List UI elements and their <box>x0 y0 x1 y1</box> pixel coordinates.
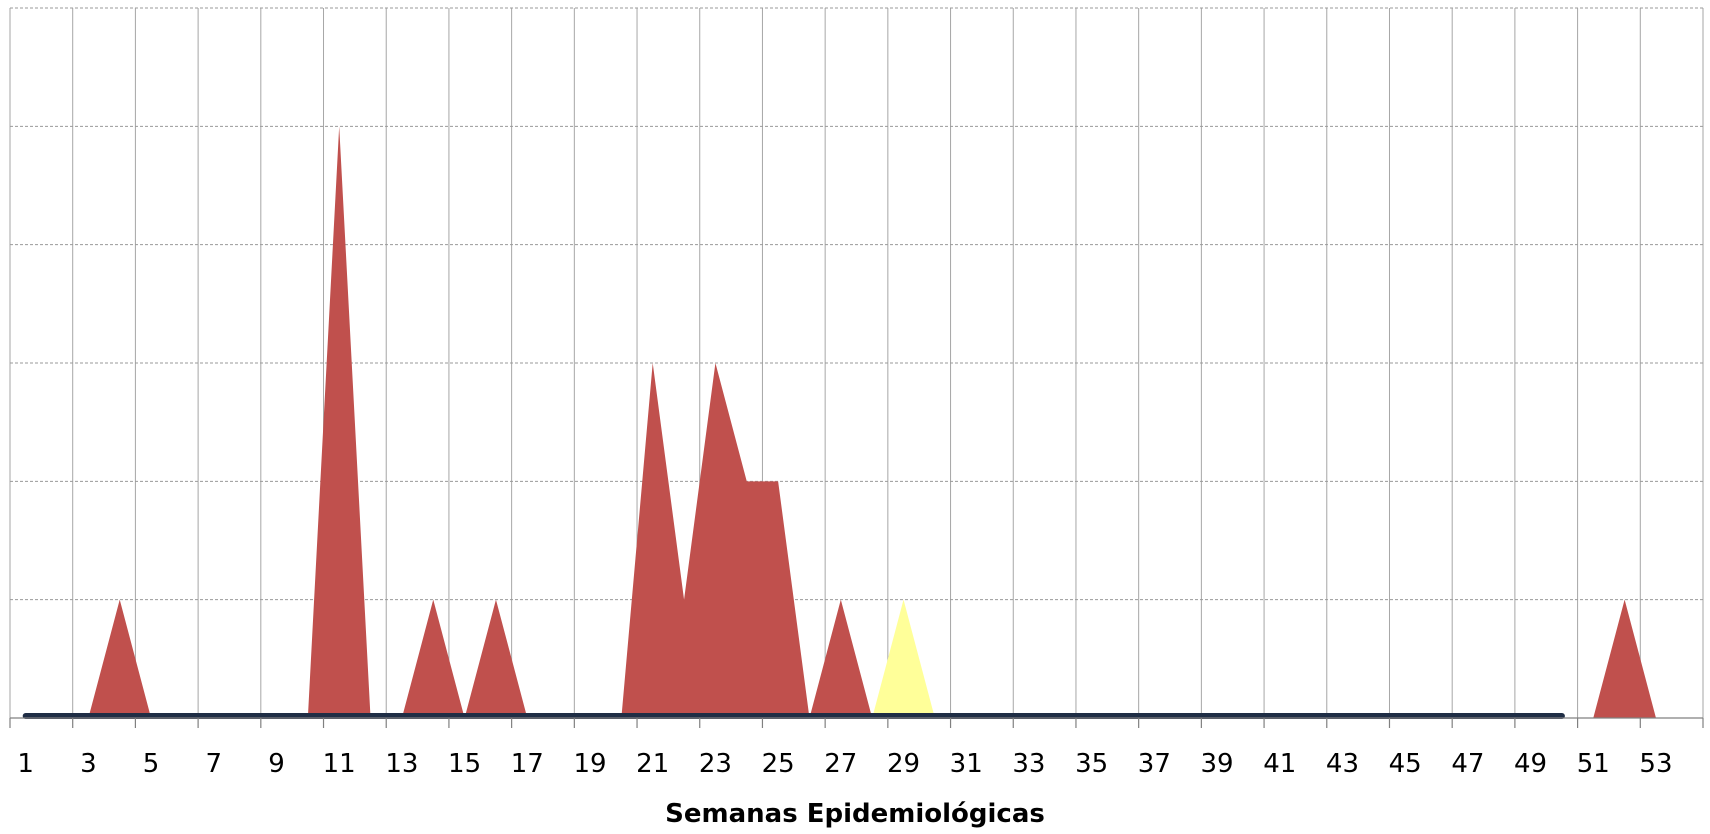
x-axis-title: Semanas Epidemiológicas <box>665 799 1045 829</box>
series-area-0 <box>25 126 1688 718</box>
x-tick-label: 35 <box>1075 749 1108 779</box>
x-tick-label: 49 <box>1514 749 1547 779</box>
x-tick-label: 27 <box>824 749 857 779</box>
x-tick-label: 17 <box>511 749 544 779</box>
grid <box>9 7 1704 718</box>
x-tick-label: 25 <box>762 749 795 779</box>
x-tick-label: 1 <box>17 749 34 779</box>
x-tick-label: 15 <box>448 749 481 779</box>
x-tick-label: 45 <box>1389 749 1422 779</box>
x-tick-label: 5 <box>143 749 160 779</box>
x-tick-label: 13 <box>385 749 418 779</box>
x-tick-label: 7 <box>206 749 223 779</box>
x-tick-label: 53 <box>1639 749 1672 779</box>
x-tick-label: 21 <box>636 749 669 779</box>
x-tick-label: 51 <box>1577 749 1610 779</box>
x-tick-label: 41 <box>1263 749 1296 779</box>
x-axis: 1 3 5 7 9 11 13 15 17 19 21 23 25 27 29 31 33 35 37 39 41 43 4… <box>9 717 1704 779</box>
x-tick-label: 29 <box>887 749 920 779</box>
x-tick-label: 37 <box>1138 749 1171 779</box>
x-tick-label: 9 <box>268 749 285 779</box>
x-tick-label: 19 <box>573 749 606 779</box>
x-tick-label: 3 <box>80 749 97 779</box>
x-tick-label: 23 <box>699 749 732 779</box>
x-tick-label: 43 <box>1326 749 1359 779</box>
x-tick-label: 31 <box>950 749 983 779</box>
x-tick-label: 11 <box>323 749 356 779</box>
x-tick-label: 33 <box>1012 749 1045 779</box>
x-tick-label: 47 <box>1451 749 1484 779</box>
x-tick-label: 39 <box>1200 749 1233 779</box>
plot-area <box>22 126 1688 719</box>
